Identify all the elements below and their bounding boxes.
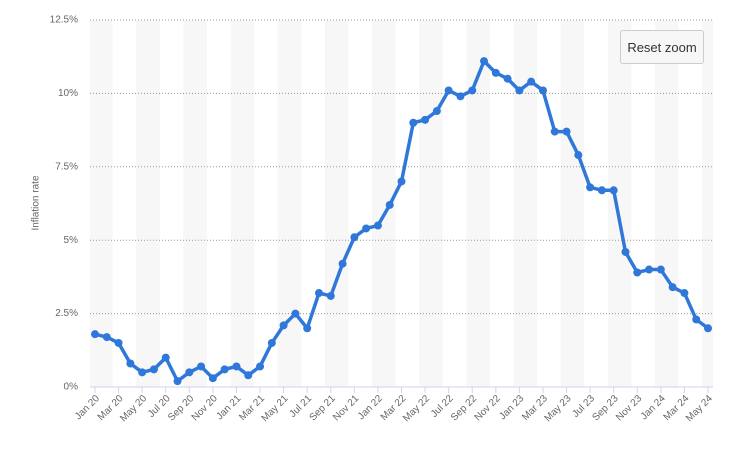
point xyxy=(515,86,524,95)
x-tick-label: Nov 23 xyxy=(614,393,644,423)
x-tick-label: May 21 xyxy=(260,393,291,424)
plot-band xyxy=(372,20,396,387)
x-tick-label: May 22 xyxy=(401,393,432,424)
x-tick-label: May 24 xyxy=(684,393,715,424)
point xyxy=(314,289,323,298)
point xyxy=(362,224,371,233)
point xyxy=(456,92,465,101)
point xyxy=(126,359,135,368)
point xyxy=(562,127,571,136)
point xyxy=(432,107,441,116)
plot-band xyxy=(466,20,490,387)
point xyxy=(303,324,312,333)
point xyxy=(232,362,241,371)
point xyxy=(468,86,477,95)
point xyxy=(114,338,123,347)
x-tick-label: Nov 20 xyxy=(190,393,220,423)
point xyxy=(149,365,158,374)
point xyxy=(373,221,382,230)
point xyxy=(656,265,665,274)
plot-band xyxy=(136,20,160,387)
point xyxy=(409,118,418,127)
point xyxy=(527,77,536,86)
y-tick-label: 10% xyxy=(58,88,78,99)
plot-band xyxy=(607,20,632,387)
point xyxy=(421,115,430,124)
point xyxy=(385,200,394,209)
point xyxy=(491,68,500,77)
y-tick-label: 12.5% xyxy=(50,15,78,26)
point xyxy=(704,324,712,333)
y-tick-label: 5% xyxy=(64,235,79,246)
y-axis-label: Inflation rate xyxy=(31,175,42,230)
point xyxy=(480,57,489,66)
point xyxy=(208,374,217,383)
point xyxy=(692,315,701,324)
point xyxy=(161,353,170,362)
point xyxy=(503,74,512,83)
point xyxy=(550,127,559,136)
x-tick-label: Nov 22 xyxy=(473,393,503,423)
point xyxy=(197,362,206,371)
point xyxy=(668,283,677,292)
point xyxy=(586,183,595,192)
plot-band xyxy=(324,20,349,387)
point xyxy=(256,362,265,371)
point xyxy=(538,86,547,95)
y-tick-label: 2.5% xyxy=(55,308,78,319)
plot-band xyxy=(90,20,113,387)
plot-band xyxy=(183,20,207,387)
point xyxy=(444,86,453,95)
x-tick-label: May 20 xyxy=(118,393,149,424)
point xyxy=(102,333,111,342)
point xyxy=(244,371,253,380)
point xyxy=(220,365,229,374)
plot-band xyxy=(277,20,302,387)
point xyxy=(621,247,630,256)
point xyxy=(338,259,347,268)
point xyxy=(326,291,335,300)
plot-band xyxy=(513,20,538,387)
point xyxy=(645,265,654,274)
y-tick-label: 0% xyxy=(64,382,79,393)
point xyxy=(291,309,300,318)
point xyxy=(279,321,288,330)
point xyxy=(185,368,194,377)
point xyxy=(138,368,147,377)
point xyxy=(609,186,618,195)
point xyxy=(597,186,606,195)
point xyxy=(574,151,583,160)
point xyxy=(680,289,689,298)
point xyxy=(633,268,642,277)
point xyxy=(173,377,182,386)
point xyxy=(91,330,99,339)
plot-band xyxy=(230,20,255,387)
reset-zoom-button[interactable]: Reset zoom xyxy=(620,30,704,64)
x-tick-label: Nov 21 xyxy=(331,393,361,423)
point xyxy=(350,233,359,242)
point xyxy=(397,177,406,186)
point xyxy=(267,338,276,347)
y-tick-label: 7.5% xyxy=(55,161,78,172)
plot-band xyxy=(654,20,679,387)
plot-band xyxy=(419,20,443,387)
plot-band xyxy=(702,20,713,387)
plot-band xyxy=(560,20,585,387)
x-tick-label: May 23 xyxy=(543,393,574,424)
